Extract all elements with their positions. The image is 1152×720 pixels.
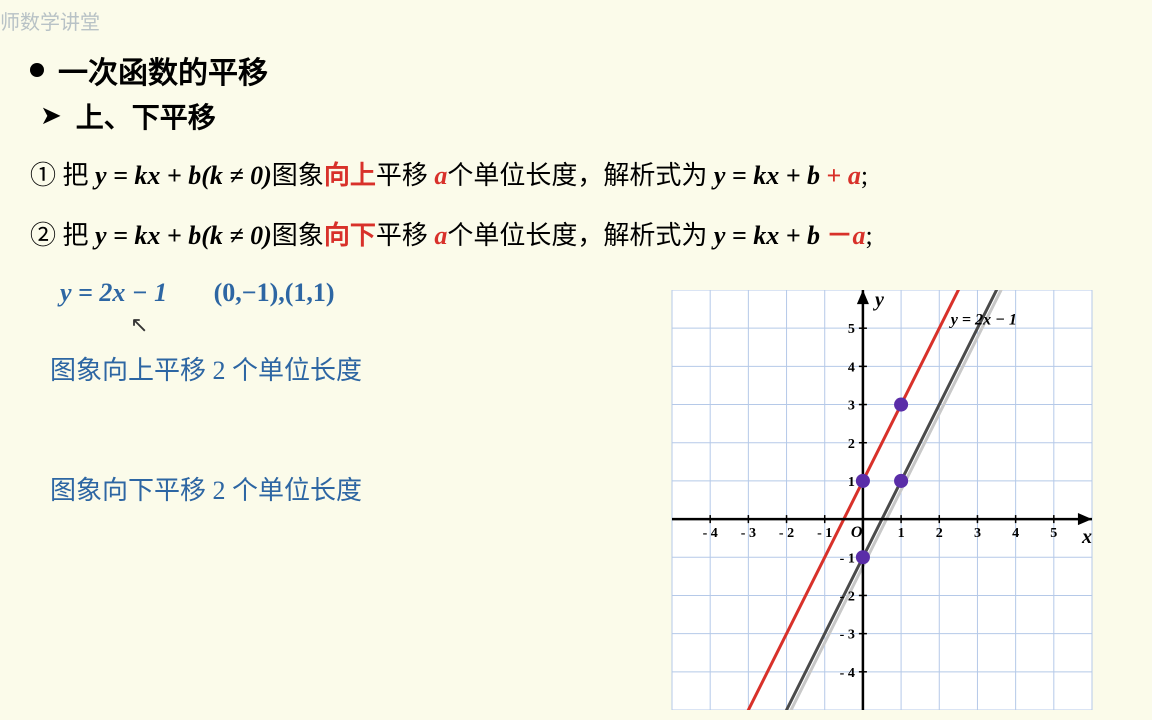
example-points: (0,−1),(1,1) bbox=[214, 278, 335, 307]
rule-2-num: ② bbox=[30, 221, 56, 250]
svg-text:3: 3 bbox=[974, 525, 981, 541]
cursor-icon: ↖ bbox=[130, 312, 148, 338]
svg-text:- 2: - 2 bbox=[840, 588, 855, 604]
rule-2-res-op: － bbox=[820, 221, 853, 250]
shift-down-text: 图象向下平移 2 个单位长度 bbox=[50, 470, 362, 507]
rule-1-tail: ; bbox=[861, 161, 868, 190]
svg-text:2: 2 bbox=[936, 525, 943, 541]
svg-text:O: O bbox=[851, 524, 863, 541]
rule-2-pre: 把 bbox=[63, 221, 96, 250]
svg-text:x: x bbox=[1081, 526, 1092, 548]
svg-text:5: 5 bbox=[848, 321, 855, 337]
svg-text:- 4: - 4 bbox=[703, 525, 718, 541]
rule-1-eq: y = kx + b(k ≠ 0) bbox=[95, 161, 272, 190]
heading-2: 上、下平移 bbox=[76, 96, 216, 136]
svg-text:5: 5 bbox=[1050, 525, 1057, 541]
svg-text:- 1: - 1 bbox=[817, 525, 832, 541]
rule-1-res-op: + bbox=[820, 161, 848, 190]
rule-2: ② 把 y = kx + b(k ≠ 0)图象向下平移 a个单位长度，解析式为 … bbox=[30, 215, 873, 252]
watermark-text: 师数学讲堂 bbox=[0, 6, 100, 35]
rule-2-dir: 向下 bbox=[324, 221, 376, 250]
svg-text:3: 3 bbox=[848, 398, 855, 414]
rule-2-res-pre: y = kx + b bbox=[714, 221, 820, 250]
rule-1: ① 把 y = kx + b(k ≠ 0)图象向上平移 a个单位长度，解析式为 … bbox=[30, 155, 868, 192]
rule-2-amt: a bbox=[434, 221, 447, 250]
heading-1: 一次函数的平移 bbox=[58, 48, 268, 92]
example-eq: y = 2x − 1 bbox=[60, 278, 167, 307]
rule-1-dir: 向上 bbox=[324, 161, 376, 190]
rule-1-num: ① bbox=[30, 161, 56, 190]
rule-2-t2: 平移 bbox=[376, 221, 435, 250]
rule-2-eq: y = kx + b(k ≠ 0) bbox=[95, 221, 272, 250]
svg-text:1: 1 bbox=[898, 525, 905, 541]
svg-text:4: 4 bbox=[1012, 525, 1019, 541]
bullet-icon bbox=[30, 63, 44, 77]
rule-2-tail: ; bbox=[866, 221, 873, 250]
svg-text:- 3: - 3 bbox=[741, 525, 756, 541]
svg-text:- 4: - 4 bbox=[840, 665, 855, 681]
example-line: y = 2x − 1 (0,−1),(1,1) bbox=[60, 278, 335, 308]
svg-text:- 2: - 2 bbox=[779, 525, 794, 541]
rule-1-t1: 图象 bbox=[272, 161, 324, 190]
rule-1-t2: 平移 bbox=[376, 161, 435, 190]
heading-line-1: 一次函数的平移 bbox=[30, 48, 268, 92]
svg-text:y = 2x − 1: y = 2x − 1 bbox=[949, 311, 1017, 328]
rule-1-t3: 个单位长度，解析式为 bbox=[447, 161, 714, 190]
rule-1-pre: 把 bbox=[63, 161, 96, 190]
coordinate-graph: - 4- 3- 2- 112345- 4- 3- 2- 112345Oxyy =… bbox=[642, 290, 1122, 710]
rule-2-t1: 图象 bbox=[272, 221, 324, 250]
svg-text:2: 2 bbox=[848, 436, 855, 452]
rule-1-res-pre: y = kx + b bbox=[714, 161, 820, 190]
arrow-icon: ➤ bbox=[40, 101, 62, 131]
rule-2-res-amt: a bbox=[853, 221, 866, 250]
svg-text:- 1: - 1 bbox=[840, 550, 855, 566]
rule-1-res-amt: a bbox=[848, 161, 861, 190]
shift-up-text: 图象向上平移 2 个单位长度 bbox=[50, 350, 362, 387]
rule-2-t3: 个单位长度，解析式为 bbox=[447, 221, 714, 250]
svg-text:1: 1 bbox=[848, 474, 855, 490]
heading-line-2: ➤ 上、下平移 bbox=[40, 96, 216, 136]
svg-text:4: 4 bbox=[848, 359, 855, 375]
rule-1-amt: a bbox=[434, 161, 447, 190]
svg-text:- 3: - 3 bbox=[840, 627, 855, 643]
